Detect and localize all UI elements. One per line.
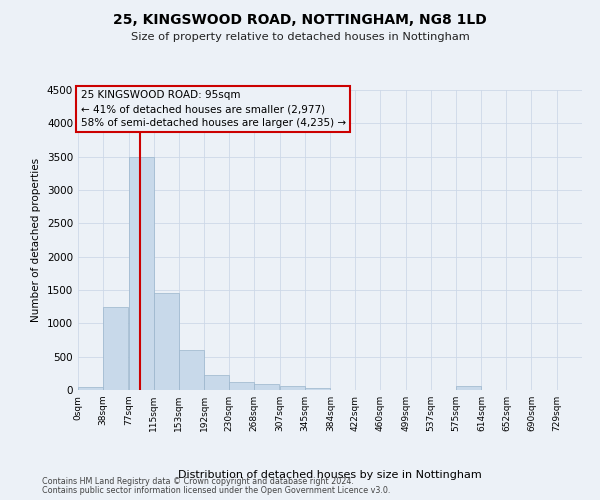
Bar xyxy=(103,306,128,390)
Bar xyxy=(204,374,229,390)
Text: 25, KINGSWOOD ROAD, NOTTINGHAM, NG8 1LD: 25, KINGSWOOD ROAD, NOTTINGHAM, NG8 1LD xyxy=(113,12,487,26)
Bar xyxy=(305,388,329,390)
Text: Size of property relative to detached houses in Nottingham: Size of property relative to detached ho… xyxy=(131,32,469,42)
Y-axis label: Number of detached properties: Number of detached properties xyxy=(31,158,41,322)
Bar xyxy=(154,294,179,390)
Bar xyxy=(280,386,305,390)
Bar xyxy=(128,156,154,390)
Bar xyxy=(456,386,481,390)
Bar xyxy=(254,384,279,390)
Bar xyxy=(229,382,254,390)
Text: 25 KINGSWOOD ROAD: 95sqm
← 41% of detached houses are smaller (2,977)
58% of sem: 25 KINGSWOOD ROAD: 95sqm ← 41% of detach… xyxy=(80,90,346,128)
Text: Contains HM Land Registry data © Crown copyright and database right 2024.: Contains HM Land Registry data © Crown c… xyxy=(42,477,354,486)
Bar xyxy=(179,350,203,390)
Bar xyxy=(78,386,103,390)
X-axis label: Distribution of detached houses by size in Nottingham: Distribution of detached houses by size … xyxy=(178,470,482,480)
Text: Contains public sector information licensed under the Open Government Licence v3: Contains public sector information licen… xyxy=(42,486,391,495)
